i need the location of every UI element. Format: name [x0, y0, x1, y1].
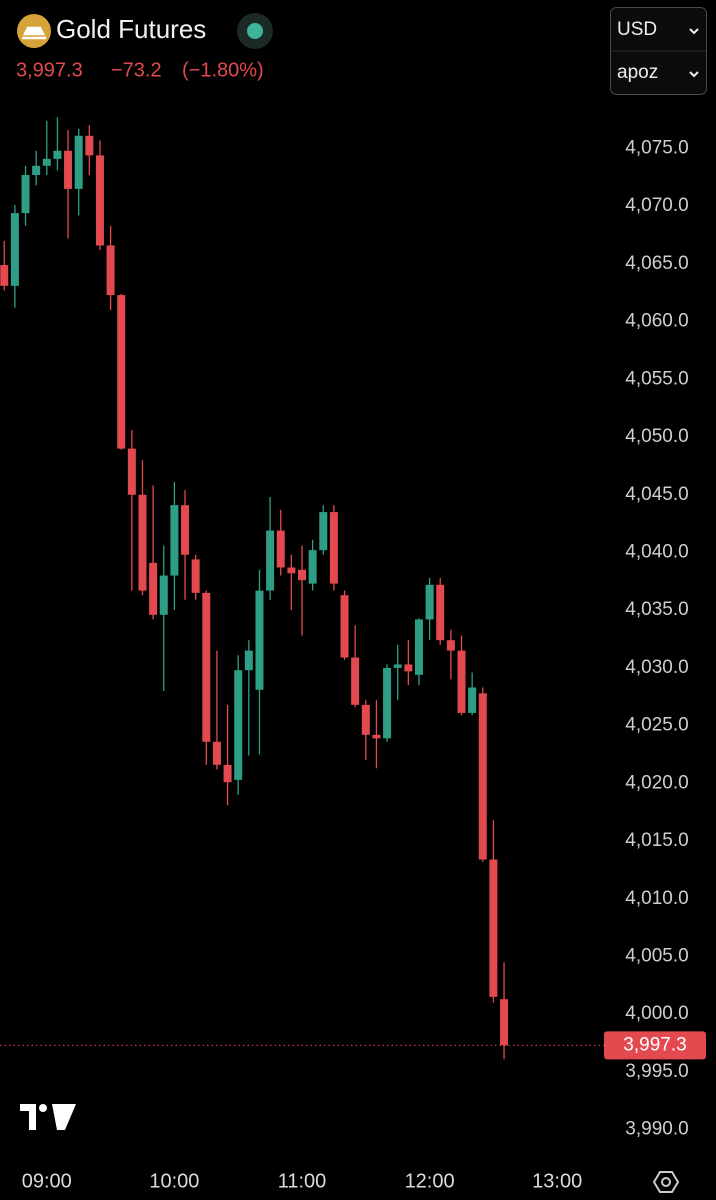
- x-tick-label: 12:00: [405, 1170, 455, 1192]
- candle-body: [361, 704, 370, 735]
- last-price-tag: [604, 1031, 706, 1060]
- candle-body: [446, 640, 455, 651]
- candle-body: [234, 670, 243, 780]
- candle-body: [298, 569, 306, 581]
- candle-body: [181, 505, 190, 555]
- y-tick-label: 4,015.0: [625, 830, 688, 851]
- candle-body: [436, 584, 445, 641]
- y-tick-label: 4,070.0: [625, 195, 688, 216]
- candle-body: [95, 155, 104, 246]
- candle-body: [340, 595, 349, 658]
- candle-body: [393, 664, 402, 668]
- candle-body: [223, 764, 232, 783]
- y-tick-label: 4,010.0: [625, 888, 688, 909]
- candle-body: [32, 165, 41, 176]
- candle-body: [287, 567, 296, 574]
- price: 3,997.3: [16, 59, 83, 81]
- candle-body: [138, 494, 147, 591]
- candle-body: [457, 650, 466, 713]
- y-tick-label: 4,005.0: [625, 945, 688, 966]
- candle-body: [10, 213, 19, 286]
- y-tick-label: 4,065.0: [625, 253, 688, 274]
- candle-body: [500, 999, 509, 1046]
- price-change-percent: (−1.80%): [182, 59, 264, 81]
- x-tick-label: 13:00: [532, 1170, 582, 1192]
- x-tick-label: 09:00: [22, 1170, 72, 1192]
- candle-body: [202, 592, 211, 742]
- y-tick-label: 4,055.0: [625, 368, 688, 389]
- candle-body: [149, 562, 158, 615]
- candle-body: [74, 135, 83, 189]
- candle-body: [64, 150, 73, 189]
- symbol-name[interactable]: Gold Futures: [56, 14, 206, 44]
- candle-body: [266, 530, 275, 591]
- candle-body: [276, 530, 285, 568]
- y-tick-label: 4,045.0: [625, 484, 688, 505]
- candle-body: [468, 687, 477, 713]
- candle-body: [53, 150, 62, 159]
- x-tick-label: 10:00: [149, 1170, 199, 1192]
- y-tick-label: 4,000.0: [625, 1003, 688, 1024]
- y-tick-label: 4,025.0: [625, 715, 688, 736]
- last-price-label: 3,997.3: [623, 1034, 686, 1055]
- y-tick-label: 4,060.0: [625, 311, 688, 332]
- candle-body: [372, 734, 381, 739]
- symbol-icon-glyph: [22, 26, 46, 40]
- candle-body: [255, 590, 264, 690]
- candle-body: [425, 584, 434, 620]
- y-tick-label: 4,020.0: [625, 772, 688, 793]
- y-tick-label: 4,040.0: [625, 541, 688, 562]
- candle-body: [0, 265, 9, 286]
- candle-body: [117, 295, 126, 449]
- candle-body: [244, 650, 253, 671]
- candle-body: [414, 619, 423, 675]
- candle-body: [478, 693, 487, 860]
- candle-body: [212, 741, 221, 765]
- unit-select[interactable]: apoz: [617, 62, 658, 83]
- chevron: [689, 71, 699, 78]
- x-tick-label: 11:00: [278, 1170, 327, 1192]
- y-tick-label: 3,990.0: [625, 1119, 688, 1140]
- y-tick-label: 4,030.0: [625, 657, 688, 678]
- candle-body: [170, 505, 179, 576]
- candle-body: [159, 575, 168, 615]
- candle-body: [85, 135, 94, 156]
- candle-body: [383, 667, 392, 739]
- candle-body: [127, 448, 136, 495]
- candle-body: [191, 559, 200, 593]
- candle-body: [404, 664, 413, 672]
- candle-body: [319, 512, 328, 551]
- candle-body: [329, 512, 338, 584]
- candle-body: [489, 859, 498, 997]
- candle-body: [21, 175, 30, 214]
- y-tick-label: 4,075.0: [625, 137, 688, 158]
- tv-logo: [20, 1104, 76, 1130]
- candle-body: [106, 245, 115, 296]
- price-change: −73.2: [111, 59, 162, 81]
- candle-body: [42, 158, 51, 166]
- y-tick-label: 4,050.0: [625, 426, 688, 447]
- y-tick-label: 4,035.0: [625, 599, 688, 620]
- candle-body: [308, 550, 317, 584]
- status-dot: [247, 23, 263, 39]
- currency-select[interactable]: USD: [617, 19, 657, 40]
- y-tick-label: 3,995.0: [625, 1061, 688, 1082]
- candle-body: [351, 657, 360, 705]
- chevron: [689, 28, 699, 35]
- settings-icon[interactable]: [652, 1171, 680, 1193]
